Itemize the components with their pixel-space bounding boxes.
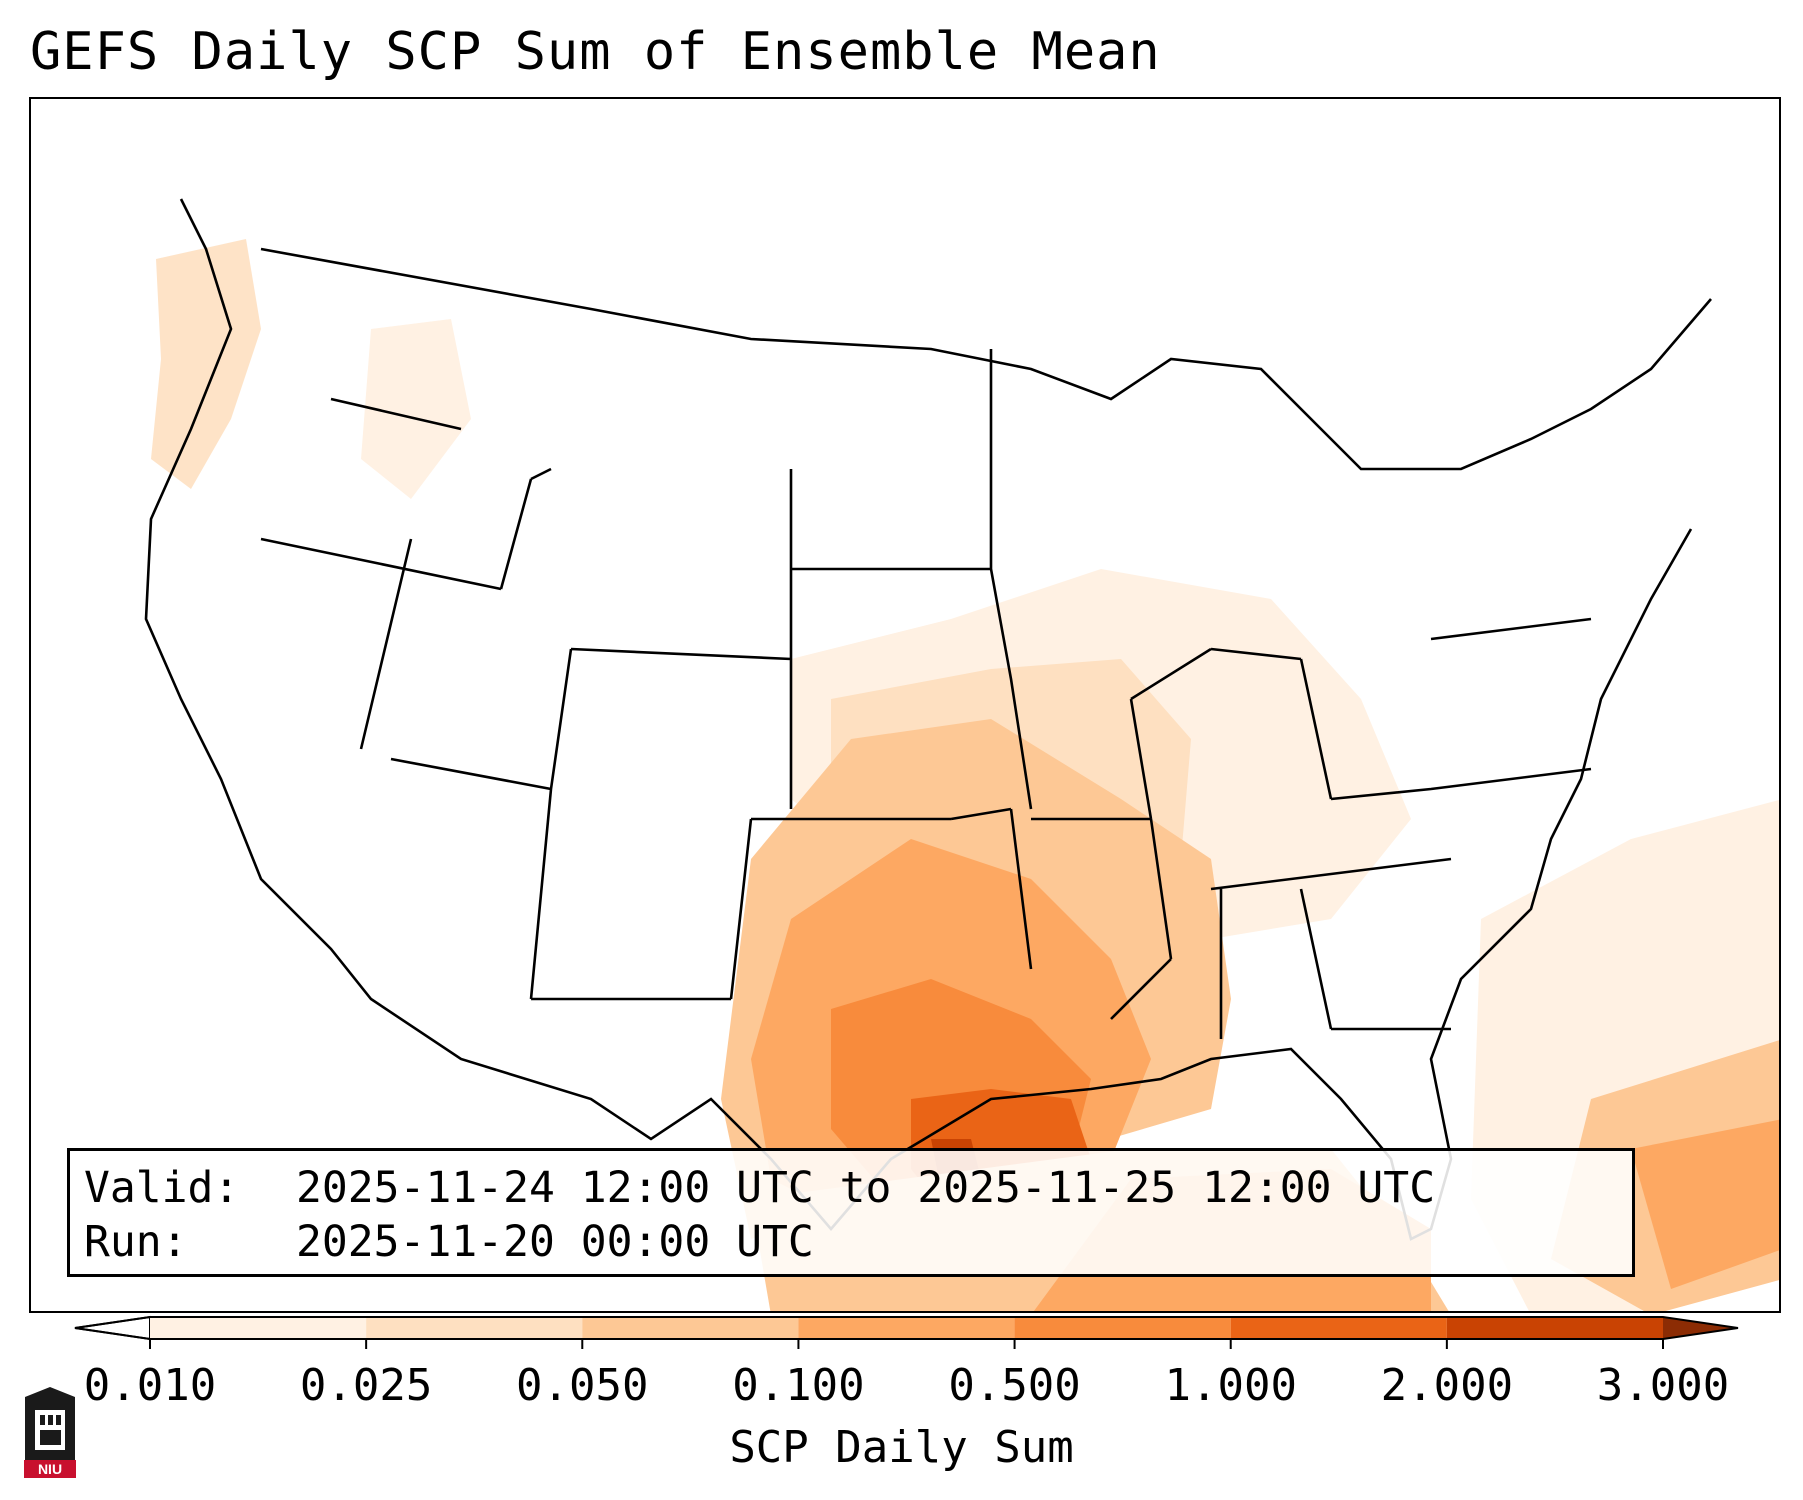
coastline [144, 198, 1693, 1241]
colorbar-segment [1446, 1317, 1663, 1339]
colorbar-segment [798, 1317, 1015, 1339]
map-panel [29, 97, 1781, 1313]
colorbar-tick-label: 0.500 [948, 1360, 1081, 1411]
colorbar-tick-label: 0.025 [299, 1360, 433, 1411]
shade-atlantic-inner [1631, 1119, 1779, 1289]
colorbar-tick-label: 1.000 [1164, 1360, 1297, 1411]
shade-pacific-nw [151, 239, 261, 489]
state-boundaries [144, 198, 1712, 1241]
state-lines [260, 349, 1592, 1039]
colorbar-segment [1230, 1317, 1447, 1339]
colorbar-segment [366, 1317, 583, 1339]
colorbar-segment [582, 1317, 799, 1339]
colorbar-title: SCP Daily Sum [729, 1422, 1074, 1473]
run-label: Run: [84, 1217, 188, 1267]
colorbar-segment [150, 1317, 367, 1339]
valid-row: Valid: 2025-11-24 12:00 UTC to 2025-11-25… [84, 1161, 1618, 1215]
valid-label: Valid: [84, 1163, 240, 1213]
colorbar-segment [1014, 1317, 1231, 1339]
map-title: GEFS Daily SCP Sum of Ensemble Mean [30, 22, 1161, 82]
map-canvas [144, 198, 1779, 1311]
colorbar-tick-label: 0.050 [516, 1360, 649, 1411]
valid-value: 2025-11-24 12:00 UTC to 2025-11-25 12:00… [296, 1163, 1436, 1213]
colorbar-extend-high [1663, 1317, 1738, 1339]
colorbar-tick-label: 0.100 [732, 1360, 865, 1411]
run-value: 2025-11-20 00:00 UTC [296, 1217, 814, 1267]
niu-logo: NIU [24, 1387, 76, 1478]
valid-time-box: Valid: 2025-11-24 12:00 UTC to 2025-11-25… [67, 1148, 1635, 1277]
colorbar-extend-low [74, 1315, 151, 1341]
colorbar-tick-label: 2.000 [1380, 1360, 1514, 1411]
canada-border [260, 247, 1712, 471]
niu-logo-text: NIU [38, 1461, 62, 1477]
colorbar-tick-label: 0.010 [83, 1360, 217, 1411]
colorbar [74, 1315, 1739, 1349]
run-row: Run: 2025-11-20 00:00 UTC [84, 1215, 1618, 1269]
colorbar-tick-label: 3.000 [1596, 1360, 1730, 1411]
shade-inland-nw [361, 319, 471, 499]
